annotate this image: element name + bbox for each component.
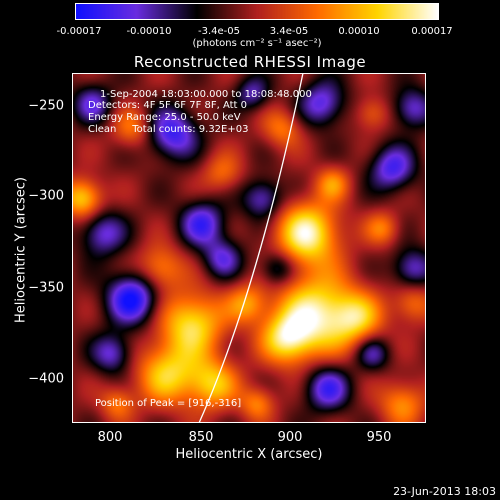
footer-date: 23-Jun-2013 18:03 xyxy=(393,485,496,498)
y-tick-label: −250 xyxy=(28,98,64,114)
y-tick-label: −350 xyxy=(28,280,64,296)
y-tick-label: −400 xyxy=(28,371,64,387)
x-tick-label: 950 xyxy=(366,430,392,445)
peak-position-text: Position of Peak = [916,-316] xyxy=(95,398,242,409)
detectors-text: Detectors: 4F 5F 6F 7F 8F, Att 0 xyxy=(88,100,248,111)
colorbar xyxy=(75,3,439,20)
rhessi-image xyxy=(72,73,426,423)
colorbar-tick-label: -3.4e-05 xyxy=(198,26,240,37)
plot-title: Reconstructed RHESSI Image xyxy=(133,53,367,71)
x-tick-label: 800 xyxy=(97,430,123,445)
time-range-text: 1-Sep-2004 18:03:00.000 to 18:08:48.000 xyxy=(100,89,312,100)
x-axis-label: Heliocentric X (arcsec) xyxy=(175,447,323,462)
colorbar-tick-label: -0.00010 xyxy=(126,26,172,37)
colorbar-tick-label: -0.00017 xyxy=(56,26,102,37)
solar-limb-line xyxy=(198,73,304,423)
x-tick-label: 900 xyxy=(277,430,303,445)
x-tick-label: 850 xyxy=(188,430,214,445)
colorbar-tick-label: 0.00017 xyxy=(411,26,453,37)
energy-range-text: Energy Range: 25.0 - 50.0 keV xyxy=(88,112,241,123)
y-axis-label: Heliocentric Y (arcsec) xyxy=(13,177,29,323)
limb-overlay xyxy=(198,73,304,423)
clean-counts-text: Clean Total counts: 9.32E+03 xyxy=(88,124,249,135)
colorbar-tick-label: 0.00010 xyxy=(338,26,380,37)
colorbar-units: (photons cm⁻² s⁻¹ asec⁻²) xyxy=(192,38,322,49)
y-tick-label: −300 xyxy=(28,188,64,204)
colorbar-tick-label: 3.4e-05 xyxy=(269,26,309,37)
heatmap-canvas xyxy=(72,73,426,423)
